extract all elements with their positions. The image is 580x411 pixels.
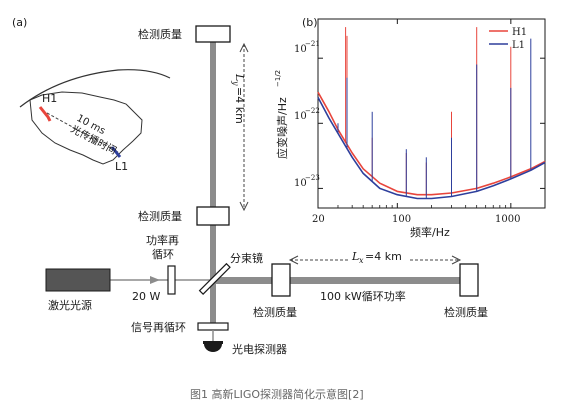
- beam-splitter: [198, 262, 231, 295]
- svg-text:−22: −22: [305, 107, 320, 115]
- y-end-test-mass: [195, 25, 231, 43]
- map-outline: [29, 91, 143, 165]
- svg-text:−23: −23: [305, 174, 320, 182]
- svg-text:x: x: [359, 256, 364, 265]
- svg-text:y: y: [231, 80, 240, 86]
- chart-legend: H1 L1: [489, 27, 527, 51]
- panel-a-label: (a): [12, 16, 27, 29]
- y-tick-label-1e-21: 10 −21: [294, 40, 320, 55]
- chart-frame: [317, 18, 546, 209]
- chart-lines: [317, 27, 546, 200]
- panel-b-label: (b): [302, 16, 318, 29]
- l1-site-marker: [110, 146, 122, 158]
- y-axis-label: 应变噪声/Hz −1/2: [274, 70, 289, 159]
- light-travel-line: [46, 112, 119, 153]
- legend-l1-label: L1: [512, 40, 525, 51]
- y-input-test-mass: [196, 206, 230, 226]
- y-end-test-mass-label: 检测质量: [138, 27, 182, 41]
- svg-text:=4 km: =4 km: [233, 87, 246, 124]
- x-end-test-mass-label: 检测质量: [444, 305, 488, 319]
- ly-dimension-arrow: [239, 42, 249, 212]
- svg-text:10: 10: [294, 178, 307, 189]
- signal-recycling-label: 信号再循环: [131, 321, 186, 334]
- us-map-inset: H1 L1 10 ms 光传播时间: [19, 69, 171, 173]
- svg-text:−21: −21: [305, 40, 320, 48]
- input-beam-arrow: [150, 276, 160, 284]
- map-h1-label: H1: [42, 92, 57, 105]
- x-tick-label-100: 100: [392, 214, 411, 225]
- photodetector-base: [203, 341, 223, 344]
- map-l1-label: L1: [115, 160, 128, 173]
- photodetector: [204, 344, 222, 352]
- series-h1-line: [317, 91, 546, 196]
- x-tick-label-20: 20: [312, 214, 325, 225]
- y-tick-label-1e-23: 10 −23: [294, 174, 320, 189]
- x-arm-beam: [212, 277, 474, 284]
- chart-ticks: [317, 19, 546, 208]
- signal-recycling-mirror: [197, 322, 229, 331]
- power-recycling-label-2: 循环: [152, 248, 174, 261]
- figure-caption: 图1 高新LIGO探测器简化示意图[2]: [190, 387, 364, 401]
- x-input-test-mass: [271, 263, 291, 297]
- arm-power-label: 100 kW循环功率: [320, 289, 406, 303]
- x-input-test-mass-label: 检测质量: [253, 305, 297, 319]
- beam-splitter-label: 分束镜: [230, 251, 263, 265]
- x-tick-label-1000: 1000: [495, 214, 520, 225]
- laser-power-label: 20 W: [132, 290, 160, 303]
- strain-noise-chart: (b) 10 −21 10 −22 10 −23 20 100 1000 频率/…: [274, 16, 546, 239]
- laser-source: [45, 268, 111, 292]
- y-input-test-mass-label: 检测质量: [138, 209, 182, 223]
- svg-text:L: L: [233, 73, 246, 81]
- svg-text:=4 km: =4 km: [365, 250, 402, 263]
- lx-dimension-label: L x =4 km: [350, 249, 408, 265]
- svg-text:L: L: [351, 250, 359, 263]
- svg-text:10: 10: [294, 44, 307, 55]
- x-end-test-mass: [459, 263, 479, 297]
- y-tick-label-1e-22: 10 −22: [294, 107, 320, 122]
- series-l1-line: [317, 97, 546, 200]
- power-recycling-label-1: 功率再: [146, 233, 179, 247]
- h1-site-marker: [38, 106, 52, 122]
- svg-text:应变噪声/Hz: 应变噪声/Hz: [275, 97, 289, 159]
- power-recycling-mirror: [167, 265, 176, 295]
- photodetector-label: 光电探测器: [232, 342, 287, 356]
- map-outer-arc: [19, 69, 171, 108]
- legend-h1-label: H1: [512, 27, 527, 38]
- laser-source-label: 激光光源: [48, 298, 92, 312]
- svg-text:−1/2: −1/2: [274, 70, 282, 87]
- ly-dimension-label: L y =4 km: [231, 73, 246, 124]
- y-arm-beam: [210, 34, 216, 324]
- svg-text:10: 10: [294, 111, 307, 122]
- x-axis-label: 频率/Hz: [410, 225, 450, 239]
